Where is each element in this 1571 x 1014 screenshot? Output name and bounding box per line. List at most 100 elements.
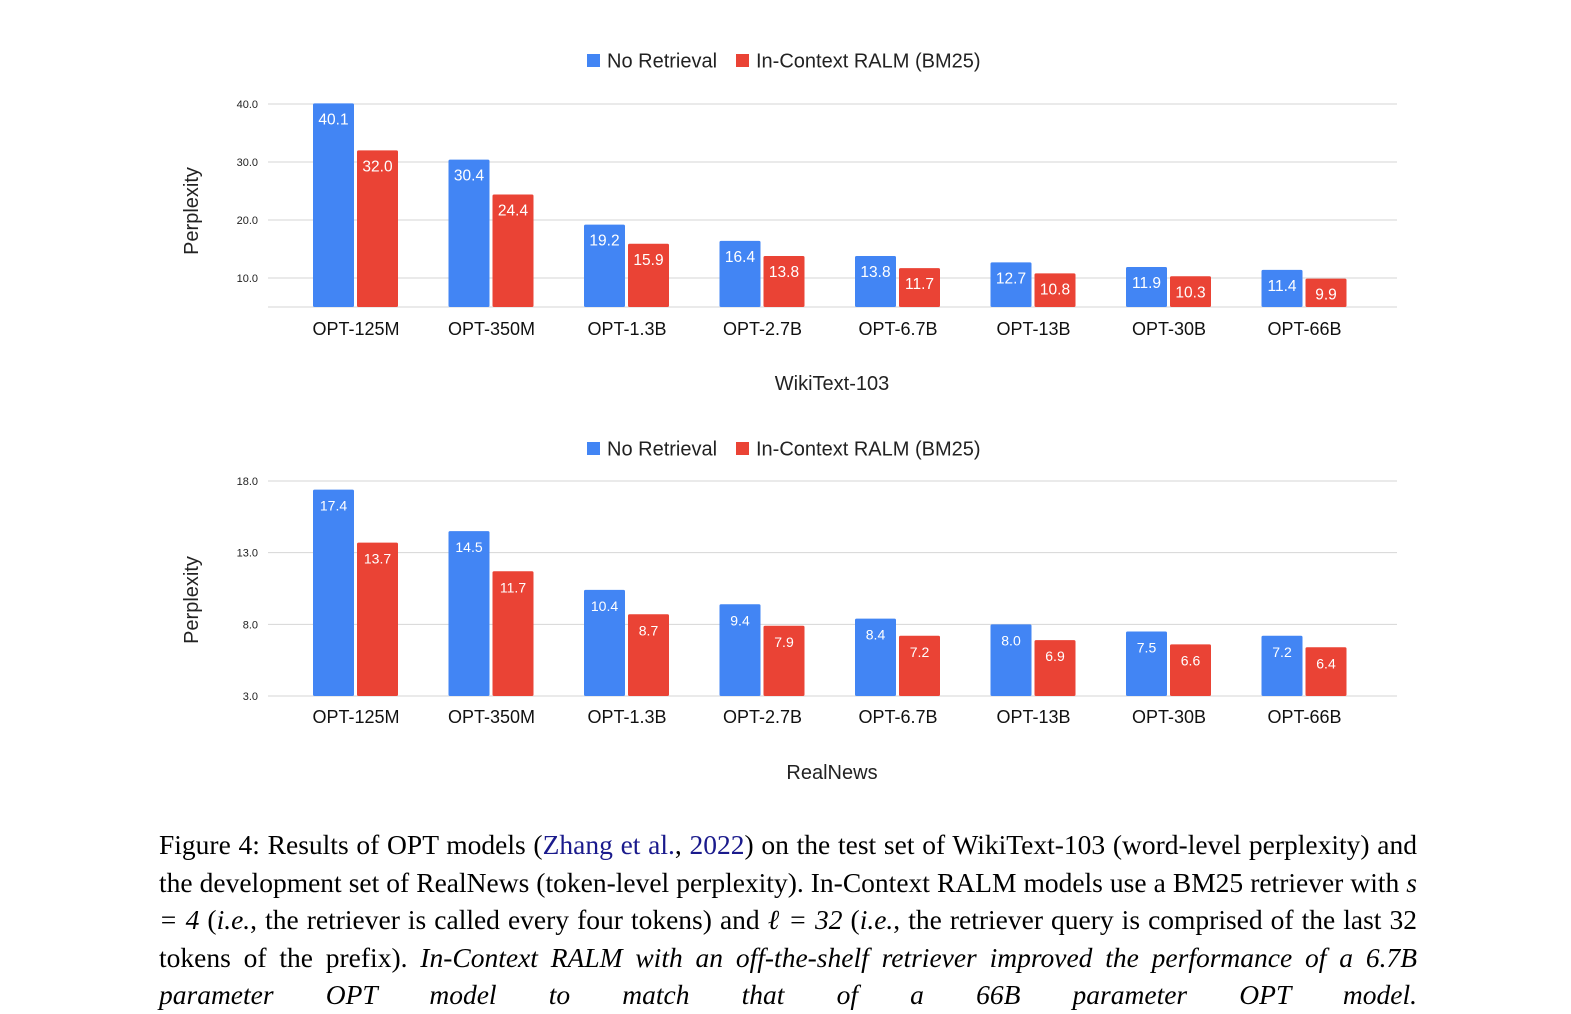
realnews-bar-ralm — [899, 635, 940, 696]
wikitext-x-axis-title: WikiText-103 — [775, 373, 889, 395]
wikitext-bar-ralm — [1170, 276, 1211, 307]
realnews-x-axis-title: RealNews — [786, 762, 877, 784]
wikitext-bar-no-retrieval — [584, 224, 625, 307]
realnews-data-label: 6.9 — [1045, 648, 1065, 664]
wikitext-data-label: 10.3 — [1175, 284, 1205, 301]
wikitext-bar-no-retrieval — [719, 240, 761, 307]
wikitext-bar-ralm — [899, 268, 940, 307]
realnews-data-label: 8.7 — [639, 622, 659, 638]
realnews-bar-no-retrieval — [990, 624, 1032, 696]
wikitext-bar-no-retrieval — [313, 103, 354, 307]
ie-abbrev-2: i.e. — [859, 904, 894, 935]
wikitext-legend-swatch — [587, 54, 600, 67]
wikitext-data-label: 19.2 — [589, 233, 619, 250]
realnews-data-label: 14.5 — [455, 539, 482, 555]
citation-separator: , — [674, 829, 690, 860]
caption-text-4: , the retriever is called every four tok… — [250, 904, 768, 935]
wikitext-data-label: 30.4 — [454, 168, 485, 185]
caption-text-3: ( — [199, 904, 217, 935]
wikitext-x-tick-label: OPT-6.7B — [858, 319, 937, 339]
realnews-x-tick-label: OPT-13B — [996, 707, 1070, 727]
wikitext-y-tick-label: 20.0 — [237, 215, 258, 227]
wikitext-data-label: 16.4 — [725, 249, 756, 266]
realnews-bar-no-retrieval — [1261, 635, 1303, 696]
realnews-legend-swatch — [736, 442, 749, 455]
wikitext-legend-swatch — [736, 54, 749, 67]
realnews-data-label: 7.2 — [1272, 644, 1292, 660]
realnews-x-tick-label: OPT-1.3B — [587, 707, 666, 727]
caption-text-6: , the retriever query is comprised of th… — [159, 904, 1417, 973]
realnews-bar-no-retrieval — [448, 531, 490, 696]
realnews-bar-ralm — [1034, 640, 1076, 696]
citation-authors-link[interactable]: Zhang et al. — [542, 829, 675, 860]
wikitext-x-tick-label: OPT-350M — [448, 319, 535, 339]
realnews-bar-ralm — [492, 571, 534, 696]
realnews-bar-ralm — [1170, 644, 1211, 696]
wikitext-x-tick-label: OPT-13B — [996, 319, 1070, 339]
realnews-data-label: 7.9 — [774, 634, 794, 650]
wikitext-data-label: 11.9 — [1132, 275, 1161, 292]
wikitext-bar-no-retrieval — [990, 262, 1032, 307]
realnews-legend-swatch — [587, 442, 600, 455]
realnews-bar-no-retrieval — [584, 589, 625, 696]
caption-text-2: ) on the test set of WikiText-103 (word-… — [159, 829, 1417, 898]
realnews-x-tick-label: OPT-66B — [1267, 707, 1341, 727]
wikitext-data-label: 11.4 — [1267, 278, 1296, 295]
math-l-equals: ℓ = 32 — [767, 904, 843, 935]
realnews-bar-ralm — [1305, 647, 1347, 696]
realnews-x-tick-label: OPT-6.7B — [858, 707, 937, 727]
realnews-bar-ralm — [628, 614, 669, 696]
wikitext-data-label: 10.8 — [1040, 281, 1070, 298]
realnews-bar-no-retrieval — [313, 489, 354, 696]
realnews-y-axis-title: Perplexity — [181, 556, 203, 644]
wikitext-bar-ralm — [492, 194, 534, 307]
realnews-data-label: 8.4 — [866, 627, 886, 643]
wikitext-bar-ralm — [763, 255, 805, 307]
realnews-x-tick-label: OPT-125M — [312, 707, 399, 727]
wikitext-data-label: 11.7 — [905, 276, 934, 293]
wikitext-bar-no-retrieval — [855, 255, 896, 307]
realnews-data-label: 10.4 — [591, 598, 618, 614]
citation-year-link[interactable]: 2022 — [689, 829, 745, 860]
realnews-data-label: 11.7 — [500, 579, 526, 595]
wikitext-data-label: 9.9 — [1315, 287, 1337, 304]
wikitext-legend-label: No Retrieval — [607, 51, 717, 73]
wikitext-x-tick-label: OPT-30B — [1132, 319, 1206, 339]
wikitext-data-label: 24.4 — [498, 202, 529, 219]
wikitext-legend-label: In-Context RALM (BM25) — [756, 51, 981, 73]
realnews-bar-ralm — [357, 542, 398, 696]
realnews-data-label: 6.6 — [1181, 652, 1201, 668]
realnews-legend-label: In-Context RALM (BM25) — [756, 439, 981, 461]
realnews-x-tick-label: OPT-30B — [1132, 707, 1206, 727]
wikitext-bar-no-retrieval — [1126, 266, 1167, 307]
realnews-data-label: 13.7 — [364, 551, 391, 567]
realnews-legend-label: No Retrieval — [607, 439, 717, 461]
wikitext-x-tick-label: OPT-125M — [312, 319, 399, 339]
wikitext-data-label: 32.0 — [362, 158, 393, 175]
wikitext-x-tick-label: OPT-1.3B — [587, 319, 666, 339]
wikitext-bar-no-retrieval — [1261, 269, 1303, 307]
wikitext-y-axis-title: Perplexity — [181, 167, 203, 255]
wikitext-data-label: 13.8 — [769, 264, 799, 281]
ie-abbrev-1: i.e. — [216, 904, 251, 935]
math-s-equals: s = 4 — [159, 866, 1417, 936]
realnews-bar-no-retrieval — [855, 618, 896, 696]
realnews-data-label: 9.4 — [730, 612, 750, 628]
wikitext-data-label: 15.9 — [633, 252, 663, 269]
realnews-chart: 3.0 8.0 13.0 18.0 17.4 13.7 OPT-125M 14.5 11.7 OP… — [181, 439, 1397, 784]
wikitext-y-tick-label: 30.0 — [237, 157, 258, 169]
realnews-y-tick-label: 18.0 — [237, 476, 258, 488]
wikitext-chart: 10.0 20.0 30.0 40.0 40.1 32.0 OPT-125M 30.4 24.4… — [181, 51, 1397, 395]
wikitext-bar-ralm — [628, 243, 669, 307]
realnews-x-tick-label: OPT-350M — [448, 707, 535, 727]
figure-caption: Figure 4: Results of OPT models (Zhang e… — [159, 826, 1417, 1014]
realnews-y-tick-label: 13.0 — [237, 548, 258, 560]
wikitext-bar-no-retrieval — [448, 159, 490, 307]
wikitext-bar-ralm — [357, 150, 398, 307]
wikitext-y-tick-label: 40.0 — [237, 99, 258, 111]
realnews-data-label: 17.4 — [320, 498, 347, 514]
realnews-data-label: 6.4 — [1316, 655, 1336, 671]
realnews-bar-ralm — [763, 625, 805, 696]
realnews-y-tick-label: 3.0 — [243, 691, 258, 703]
realnews-data-label: 8.0 — [1001, 632, 1021, 648]
